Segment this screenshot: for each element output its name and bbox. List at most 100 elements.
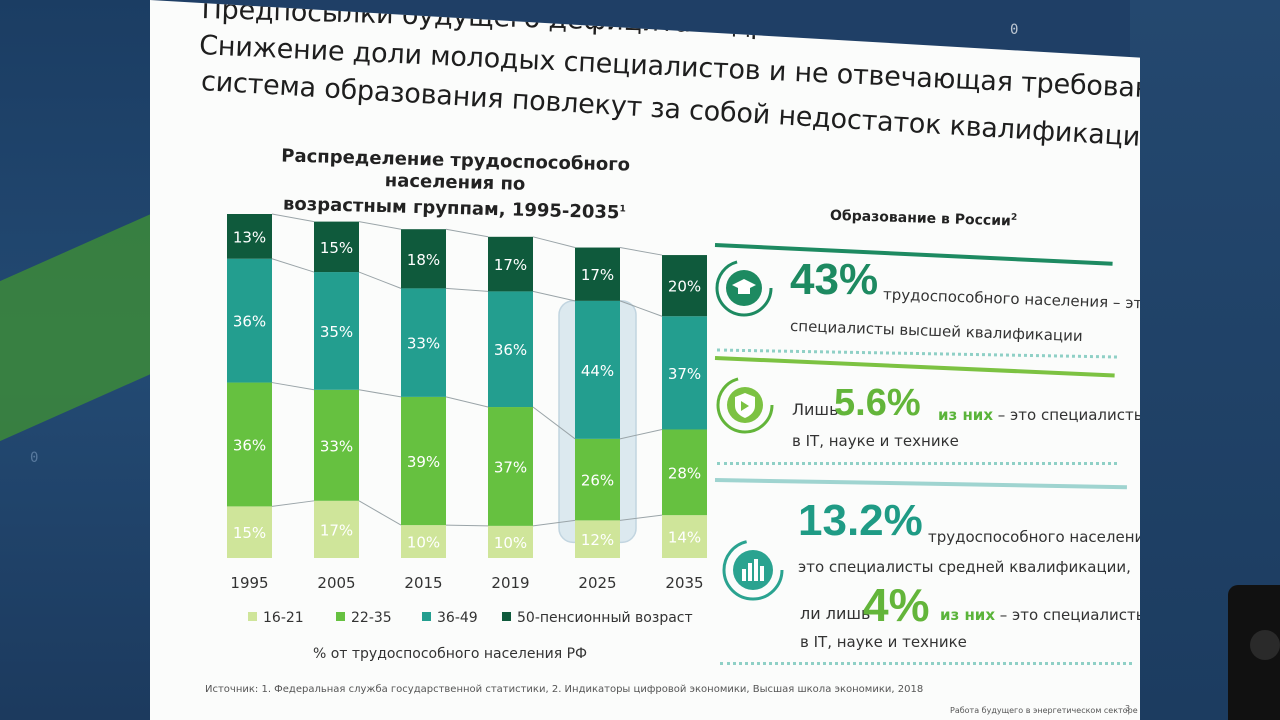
bar-2015-50-пенсионный возраст [401, 229, 446, 289]
stat2-value: 5.6% [834, 382, 921, 424]
right-panel-heading: Образование в России2 [830, 207, 1018, 230]
bar-chart-icon [722, 539, 784, 601]
bar-2005-16-21 [314, 500, 359, 558]
data-label: 20% [668, 278, 701, 296]
stat1-rule [714, 243, 1113, 266]
stat4-line1-rest: – это специалисты [999, 606, 1148, 624]
connector-line [445, 396, 489, 408]
stat4-line2: в IT, науке и технике [800, 633, 967, 651]
stat3-divider [720, 662, 1132, 665]
bar-2025-22-35 [575, 438, 620, 521]
stat3-value: 13.2% [798, 496, 923, 545]
stat2-prefix: Лишь [792, 400, 839, 419]
x-tick-label: 2005 [317, 574, 355, 592]
stat4-prefix: ли лишь [800, 604, 871, 623]
data-label: 36% [494, 341, 527, 359]
legend-swatch [502, 612, 511, 621]
right-panel-heading-sup: 2 [1010, 212, 1018, 223]
bar-2015-36-49 [401, 288, 446, 397]
data-label: 37% [668, 365, 701, 383]
connector-line [619, 247, 663, 256]
data-label: 17% [494, 256, 527, 274]
connector-line [532, 290, 576, 302]
bar-2025-50-пенсионный возраст [575, 247, 620, 301]
connector-line [271, 213, 315, 223]
background-digits-top: 0 [1010, 22, 1019, 38]
stat4-value: 4% [863, 579, 930, 631]
data-label: 15% [320, 239, 353, 257]
bar-2005-50-пенсионный возраст [314, 221, 359, 273]
data-label: 15% [233, 524, 266, 542]
connector-line [358, 500, 402, 526]
stat3-line2: это специалисты средней квалификации, [798, 558, 1131, 576]
data-label: 14% [668, 529, 701, 547]
bar-1995-50-пенсионный возраст [227, 214, 272, 259]
data-label: 17% [320, 521, 353, 539]
connector-line [358, 389, 402, 398]
stat2-highlight: из них [938, 406, 993, 424]
bar-2005-22-35 [314, 389, 359, 501]
stat4-highlight: из них [940, 606, 995, 624]
data-label: 39% [407, 453, 440, 471]
connector-line [619, 428, 663, 440]
x-tick-label: 2035 [665, 574, 703, 592]
shield-certificate-icon [716, 376, 774, 434]
stat2-line1-rest: – это специалисты [997, 406, 1146, 424]
chart-title-line1: Распределение трудоспособного населения … [281, 145, 631, 195]
webcam-lens [1250, 630, 1280, 660]
source-note: Источник: 1. Федеральная служба государс… [205, 684, 924, 695]
connector-line [358, 271, 402, 289]
data-label: 13% [233, 228, 266, 246]
stat1-line1: трудоспособного населения – это [882, 285, 1152, 313]
connector-line [445, 228, 489, 238]
legend-label: 36-49 [437, 610, 478, 626]
connector-line [358, 221, 402, 230]
data-label: 10% [494, 534, 527, 552]
data-label: 35% [320, 323, 353, 341]
bar-1995-16-21 [227, 506, 272, 558]
legend-label: 50-пенсионный возраст [517, 610, 693, 626]
data-label: 18% [407, 251, 440, 269]
data-label: 17% [581, 266, 614, 284]
x-tick-label: 2019 [491, 574, 529, 592]
data-label: 44% [581, 362, 614, 380]
footer-text: Работа будущего в энергетическом секторе [950, 706, 1138, 715]
connector-line [271, 500, 315, 507]
legend-swatch [336, 612, 345, 621]
connector-line [532, 519, 576, 527]
bar-1995-36-49 [227, 258, 272, 383]
x-axis-label: % от трудоспособного населения РФ [313, 646, 587, 662]
stat2-line1: из них – это специалисты [938, 406, 1146, 424]
x-tick-label: 2025 [578, 574, 616, 592]
bar-2019-36-49 [488, 291, 533, 408]
connector-line [445, 287, 489, 292]
data-label: 37% [494, 458, 527, 476]
data-label: 10% [407, 534, 440, 552]
stat2-line2: в IT, науке и технике [792, 432, 959, 450]
bar-2015-16-21 [401, 525, 446, 558]
stat3-line1: трудоспособного населения – [928, 528, 1166, 546]
connector-line [532, 236, 576, 249]
connector-line [271, 382, 315, 391]
x-tick-label: 1995 [230, 574, 268, 592]
bar-2019-50-пенсионный возраст [488, 236, 533, 292]
bar-2035-16-21 [662, 515, 707, 558]
projection-screen: Предпосылки будущего дефицита кадров в Р… [150, 0, 1140, 720]
connector-line [271, 258, 315, 273]
bar-2015-22-35 [401, 396, 446, 526]
bar-2005-36-49 [314, 272, 359, 390]
legend-swatch [422, 612, 431, 621]
bar-2035-22-35 [662, 429, 707, 516]
data-label: 36% [233, 313, 266, 331]
stat1-divider [717, 348, 1117, 359]
connector-line [619, 514, 663, 521]
data-label: 12% [581, 531, 614, 549]
stat2-divider [717, 462, 1117, 465]
bar-1995-22-35 [227, 382, 272, 507]
data-label: 36% [233, 436, 266, 454]
data-label: 33% [407, 335, 440, 353]
connector-line [619, 300, 663, 317]
data-label: 33% [320, 437, 353, 455]
bar-2025-36-49 [575, 300, 620, 439]
stat1-value: 43% [790, 255, 879, 304]
